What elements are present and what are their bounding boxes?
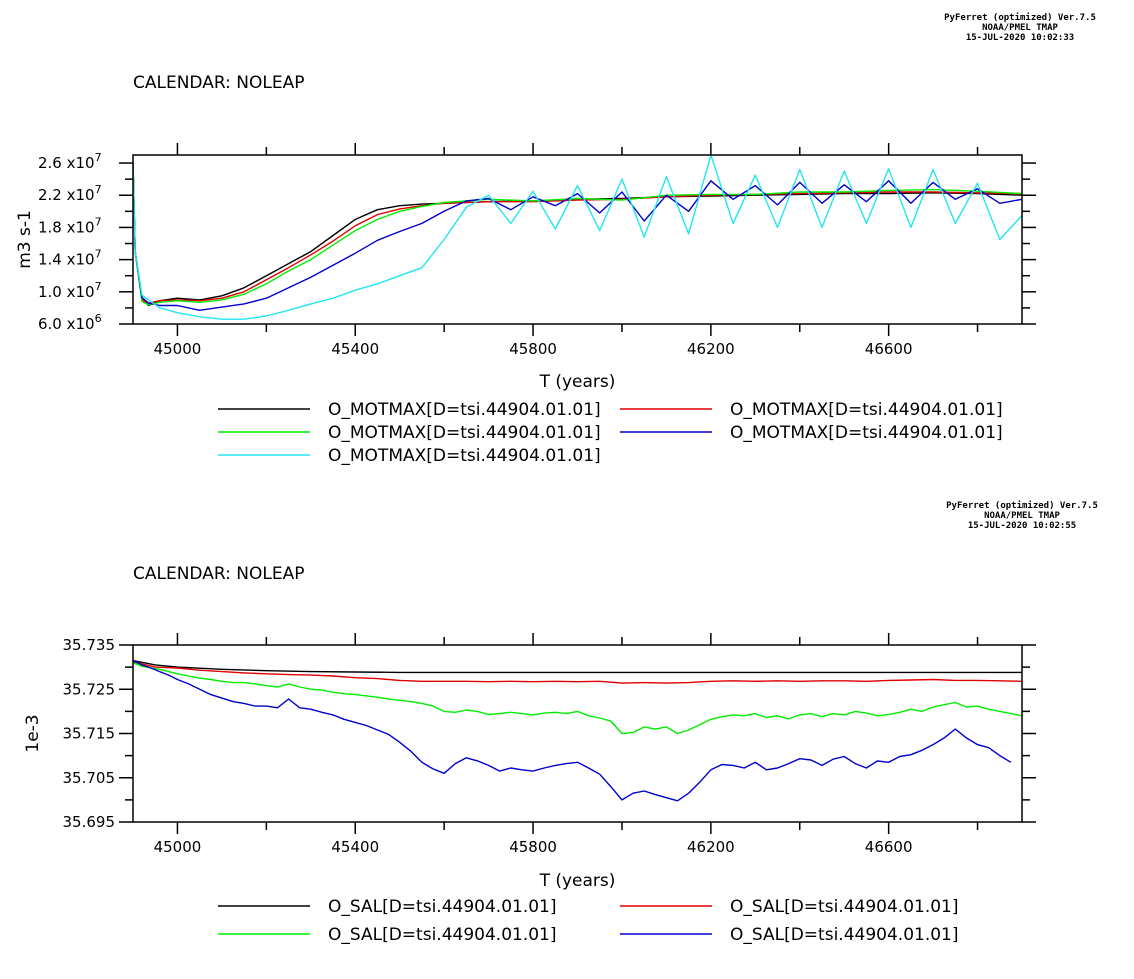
legend-label: O_SAL[D=tsi.44904.01.01] [328,925,557,945]
y-tick-label: 35.735 [63,636,116,654]
series-line-4 [133,659,1012,802]
y-tick-exponent: 6 [95,312,102,325]
stamp-line: PyFerret (optimized) Ver.7.5 [946,500,1098,511]
series-line-3 [133,162,1022,306]
y-tick-mantissa: 1.8 x10 [38,218,95,236]
series-line-3 [133,662,1022,735]
y-axis-label: 1e-3 [23,714,43,752]
series-line-2 [133,162,1022,304]
legend-label: O_MOTMAX[D=tsi.44904.01.01] [328,423,601,443]
x-tick-label: 45800 [509,838,557,856]
legend-label: O_SAL[D=tsi.44904.01.01] [730,897,959,917]
stamp-line: NOAA/PMEL TMAP [984,511,1060,521]
y-tick-exponent: 7 [95,151,102,164]
x-tick-label: 45400 [331,838,379,856]
x-tick-label: 45000 [154,838,202,856]
y-tick-label: 35.715 [63,725,116,743]
stamp-line: 15-JUL-2020 10:02:55 [968,521,1076,531]
y-tick-exponent: 7 [95,280,102,293]
legend-label: O_MOTMAX[D=tsi.44904.01.01] [730,400,1003,420]
y-tick-exponent: 7 [95,248,102,261]
legend: O_SAL[D=tsi.44904.01.01] O_SAL[D=tsi.4490… [218,897,959,945]
x-tick-label: 45400 [331,340,379,358]
y-tick-mantissa: 1.4 x10 [38,251,95,269]
stamp-line: NOAA/PMEL TMAP [982,23,1058,33]
y-tick-label: 35.705 [63,769,116,787]
legend-label: O_MOTMAX[D=tsi.44904.01.01] [328,446,601,466]
series-line-5 [133,155,1022,320]
legend: O_MOTMAX[D=tsi.44904.01.01] O_MOTMAX[D=ts… [218,400,1003,466]
x-axis-label: T (years) [539,871,616,891]
y-tick-label: 2.2 x107 [38,183,102,204]
calendar-label: CALENDAR: NOLEAP [133,564,304,584]
x-axis-label: T (years) [539,372,616,392]
legend-label: O_MOTMAX[D=tsi.44904.01.01] [328,400,601,420]
series-line-1 [133,659,1022,674]
legend-label: O_MOTMAX[D=tsi.44904.01.01] [730,423,1003,443]
series-line-4 [133,162,1022,311]
x-tick-label: 45000 [154,340,202,358]
series-line-1 [133,162,1022,307]
plot-frame [132,644,1023,823]
x-tick-label: 46600 [865,838,913,856]
calendar-label: CALENDAR: NOLEAP [133,73,304,93]
stamp-line: PyFerret (optimized) Ver.7.5 [944,12,1096,23]
plot-frame [132,154,1023,325]
legend-label: O_SAL[D=tsi.44904.01.01] [730,925,959,945]
legend-label: O_SAL[D=tsi.44904.01.01] [328,897,557,917]
y-tick-mantissa: 1.0 x10 [38,283,95,301]
x-tick-label: 46200 [687,838,735,856]
y-tick-label: 1.0 x107 [38,280,102,301]
y-tick-exponent: 7 [95,215,102,228]
y-tick-label: 1.8 x107 [38,215,102,236]
y-tick-mantissa: 2.2 x10 [38,186,95,204]
y-tick-mantissa: 6.0 x10 [38,315,95,333]
y-tick-exponent: 7 [95,183,102,196]
stamp-line: 15-JUL-2020 10:02:33 [966,33,1074,43]
y-tick-mantissa: 2.6 x10 [38,154,95,172]
y-axis-label: m3 s-1 [15,210,35,269]
y-tick-label: 35.695 [63,813,116,831]
x-tick-label: 45800 [509,340,557,358]
y-tick-label: 2.6 x107 [38,151,102,172]
x-tick-label: 46200 [687,340,735,358]
y-tick-label: 35.725 [63,680,116,698]
y-tick-label: 1.4 x107 [38,248,102,269]
y-tick-label: 6.0 x106 [38,312,102,333]
x-tick-label: 46600 [865,340,913,358]
series-line-2 [133,661,1022,684]
